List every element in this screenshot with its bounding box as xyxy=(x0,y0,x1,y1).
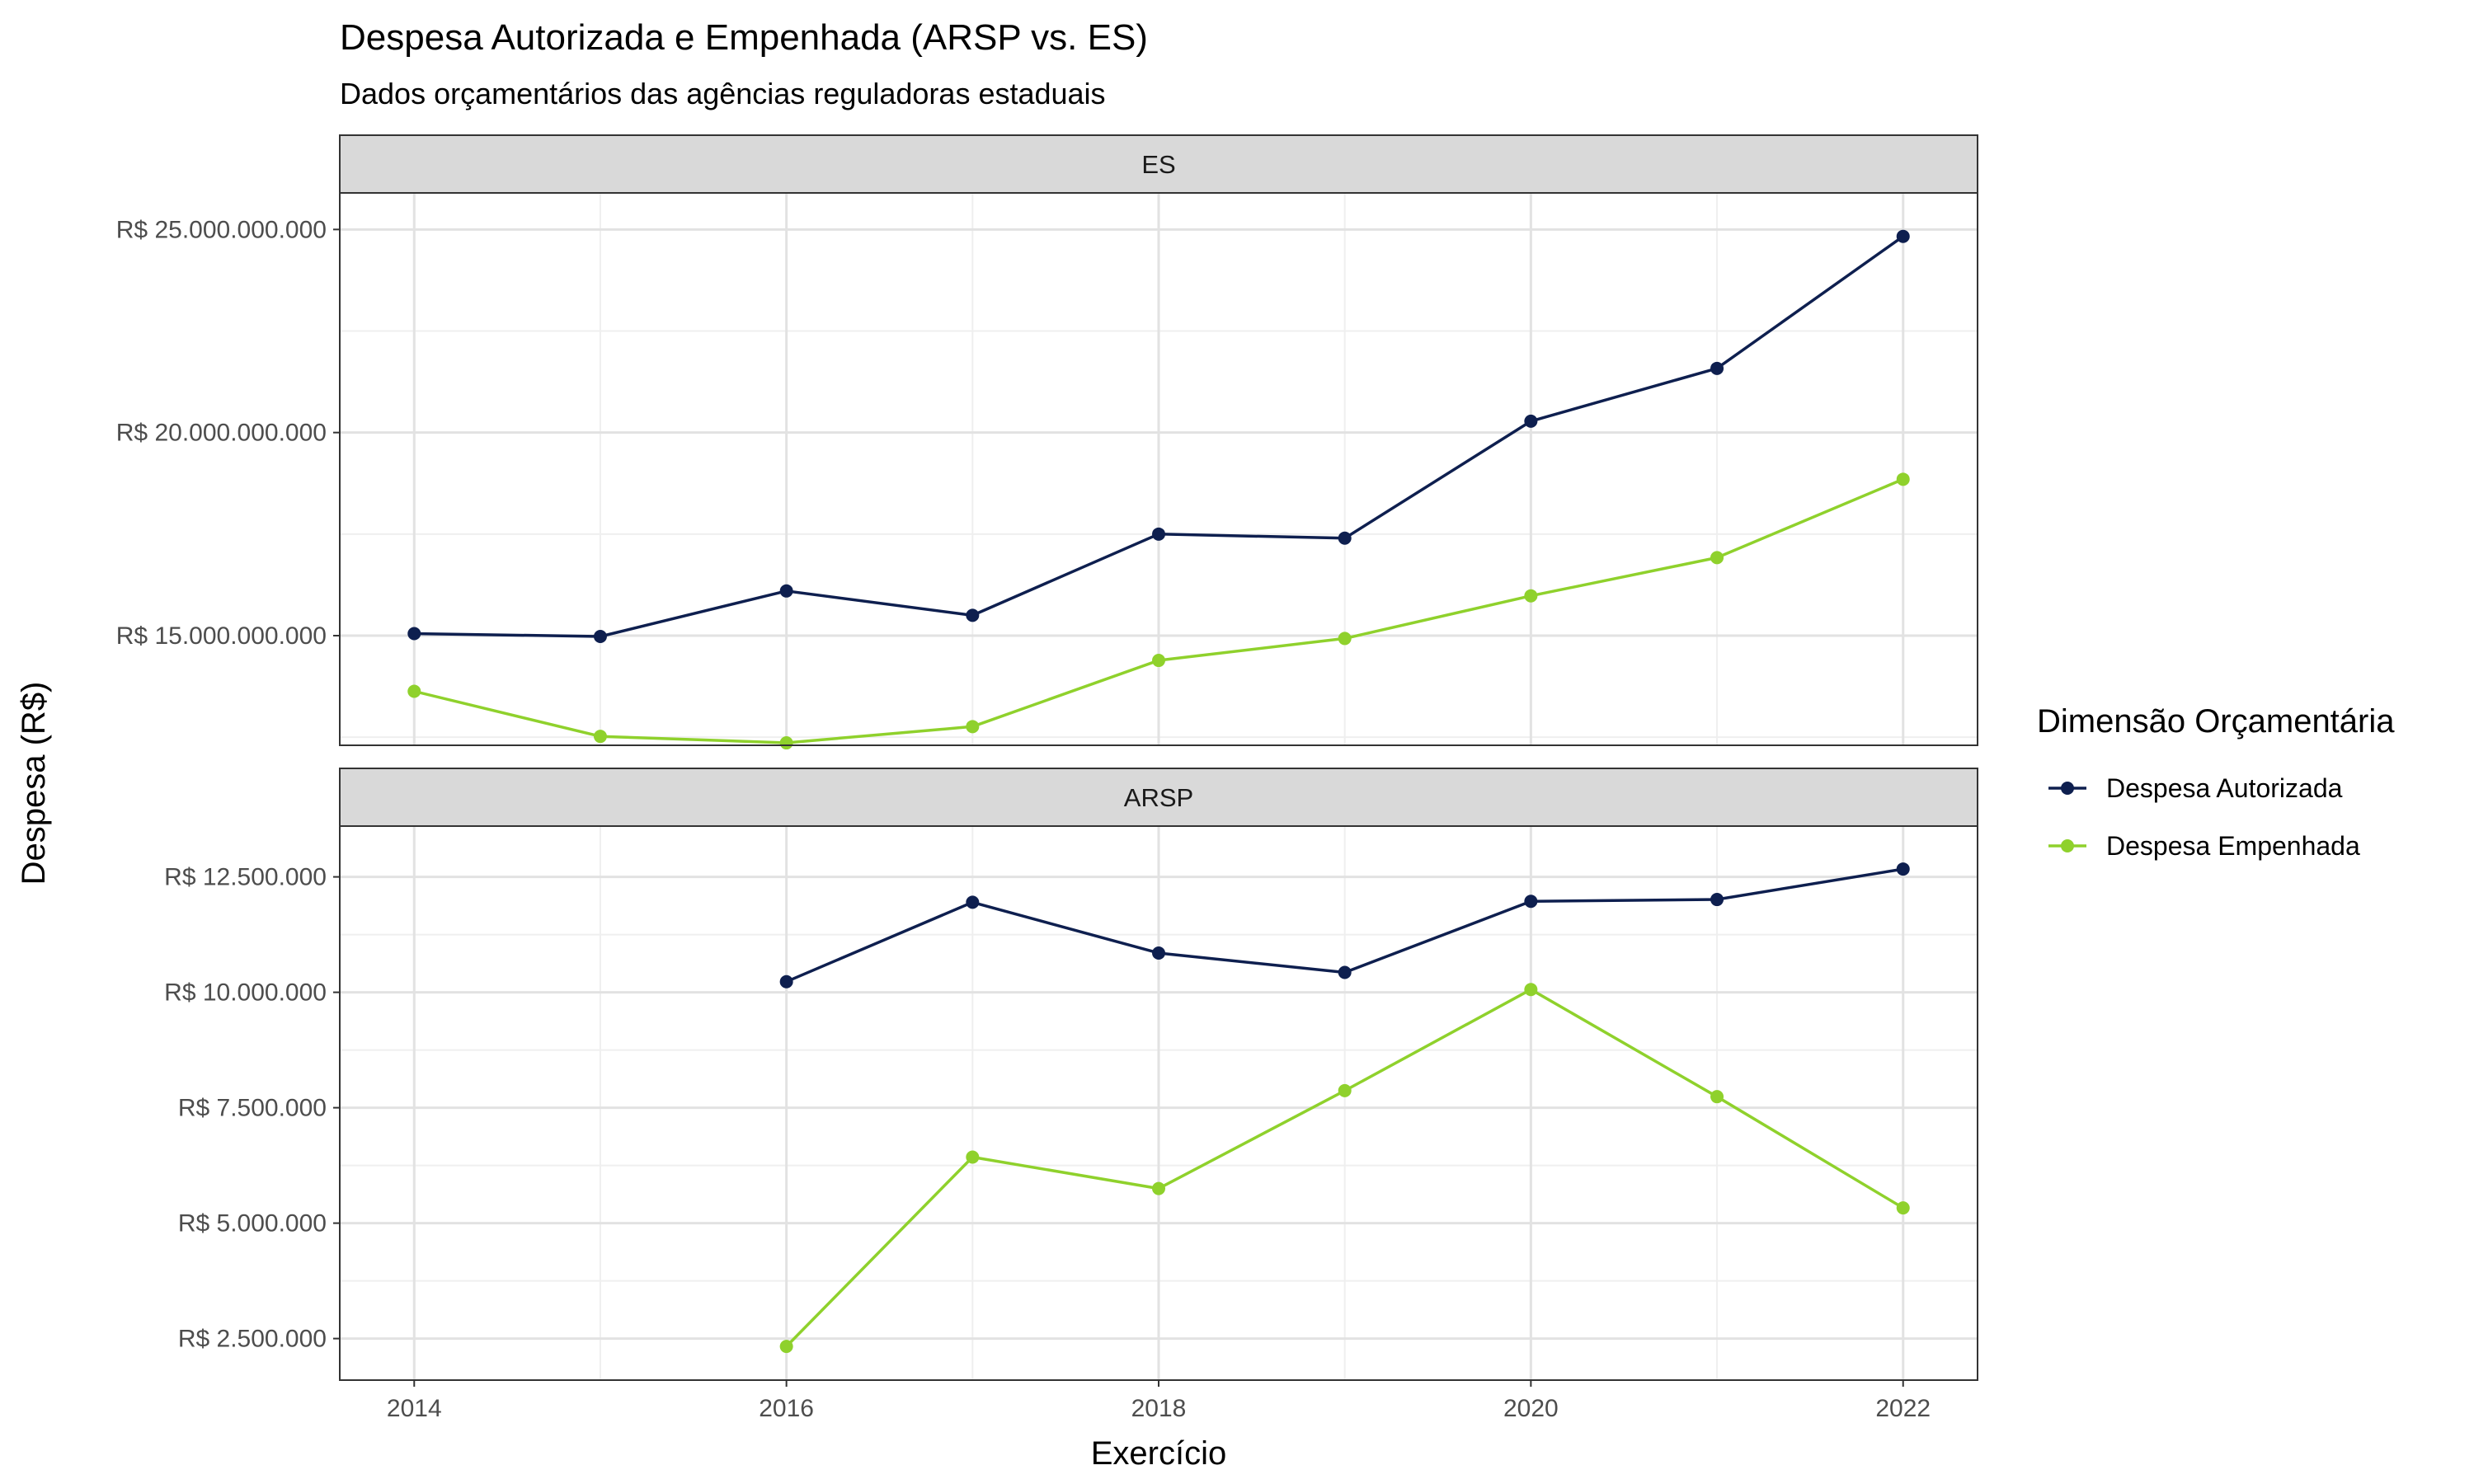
x-tick-label: 2018 xyxy=(1131,1395,1187,1422)
data-point xyxy=(1710,1090,1724,1104)
x-tick-label: 2022 xyxy=(1875,1395,1931,1422)
y-tick-label: R$ 10.000.000 xyxy=(164,979,327,1007)
data-point xyxy=(407,684,421,698)
data-point xyxy=(966,1150,980,1164)
x-tick-label: 2014 xyxy=(387,1395,442,1422)
data-point xyxy=(593,629,607,643)
facet-strip-label: ES xyxy=(1141,150,1175,179)
legend-key-point xyxy=(2061,782,2074,795)
legend-item-despesa-empenhada: Despesa Empenhada xyxy=(2048,831,2360,861)
series-despesa-autorizada xyxy=(407,229,1910,643)
legend-item-despesa-autorizada: Despesa Autorizada xyxy=(2048,773,2343,803)
data-point xyxy=(1896,472,1910,486)
data-point xyxy=(779,1340,793,1354)
facet-strip xyxy=(339,768,1978,827)
data-point xyxy=(966,720,980,734)
data-point xyxy=(1524,414,1538,428)
series-despesa-autorizada xyxy=(779,862,1910,989)
data-point xyxy=(779,974,793,989)
y-tick-label: R$ 5.000.000 xyxy=(178,1210,327,1237)
data-point xyxy=(1152,527,1165,541)
panel-arsp: ARSP R$ 2.500.000 R$ 5.000.000 R$ 7.500.000… xyxy=(164,768,1978,1422)
y-tick-label: R$ 25.000.000.000 xyxy=(116,216,327,243)
data-point xyxy=(1338,632,1352,646)
x-tick-label: 2020 xyxy=(1503,1395,1559,1422)
data-point xyxy=(1710,361,1724,375)
data-point xyxy=(779,584,793,598)
chart-subtitle: Dados orçamentários das agências regulad… xyxy=(340,77,1106,110)
data-point xyxy=(1524,983,1538,997)
data-point xyxy=(1896,1201,1910,1215)
y-tick-label: R$ 15.000.000.000 xyxy=(116,622,327,650)
x-tick-label: 2016 xyxy=(759,1395,814,1422)
data-point xyxy=(1524,589,1538,603)
x-axis-title: Exercício xyxy=(1091,1435,1227,1472)
legend-item-label: Despesa Empenhada xyxy=(2106,831,2360,861)
y-tick-label: R$ 7.500.000 xyxy=(178,1095,327,1122)
y-tick-label: R$ 2.500.000 xyxy=(178,1326,327,1353)
chart-title: Despesa Autorizada e Empenhada (ARSP vs.… xyxy=(340,17,1148,58)
y-tick-label: R$ 12.500.000 xyxy=(164,864,327,891)
panels-group: ES R$ 15.000.000.000 R$ 20.000.000.000 R$ 2… xyxy=(116,134,1978,1422)
legend-title: Dimensão Orçamentária xyxy=(2037,703,2395,740)
facet-strip-label: ARSP xyxy=(1124,783,1193,812)
facet-strip xyxy=(339,134,1978,194)
data-point xyxy=(1152,946,1165,960)
legend-key-point xyxy=(2061,839,2074,852)
series-despesa-empenhada xyxy=(779,983,1910,1354)
data-point xyxy=(1524,895,1538,909)
data-point xyxy=(966,608,980,622)
data-point xyxy=(1152,1181,1165,1195)
legend-item-label: Despesa Autorizada xyxy=(2106,773,2343,803)
data-point xyxy=(1152,654,1165,668)
data-point xyxy=(1338,531,1352,545)
data-point xyxy=(779,736,793,750)
data-point xyxy=(966,895,980,909)
series-despesa-empenhada xyxy=(407,472,1910,750)
y-tick-label: R$ 20.000.000.000 xyxy=(116,420,327,447)
data-point xyxy=(1896,229,1910,243)
data-point xyxy=(1338,1083,1352,1097)
y-axis-title: Despesa (R$) xyxy=(16,682,52,885)
data-point xyxy=(1896,862,1910,876)
panel-border xyxy=(339,192,1978,746)
data-point xyxy=(407,627,421,641)
data-point xyxy=(1710,551,1724,565)
panel-es: ES R$ 15.000.000.000 R$ 20.000.000.000 R$ 2… xyxy=(116,134,1978,750)
data-point xyxy=(1710,893,1724,907)
legend: Dimensão Orçamentária Despesa Autorizada… xyxy=(2037,703,2395,861)
data-point xyxy=(1338,965,1352,979)
data-point xyxy=(593,730,607,744)
